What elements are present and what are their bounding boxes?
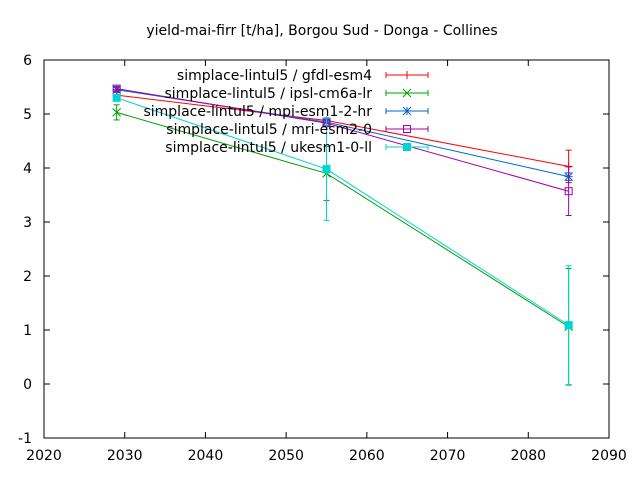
series-4-point-1-box [322,165,331,174]
series-4-point-2 [564,321,573,330]
x-tick-label-5: 2070 [430,448,466,464]
x-tick-label-2: 2040 [188,448,224,464]
y-tick-label-5: 4 [23,161,32,177]
legend-label-1: simplace-lintul5 / ipsl-cm6a-lr [165,86,373,102]
y-tick-label-2: 1 [23,323,32,339]
legend-entry-2: simplace-lintul5 / mpi-esm1-2-hr [143,104,429,120]
legend-entry-0: simplace-lintul5 / gfdl-esm4 [177,68,429,84]
y-tick-label-6: 5 [23,107,32,123]
series-1-point-0 [112,108,121,117]
x-tick-label-7: 2090 [591,448,627,464]
legend-entry-3: simplace-lintul5 / mri-esm2-0 [166,122,429,138]
series-3-point-0-box [112,84,121,93]
legend-marker-2-d2 [402,106,412,116]
legend-marker-1 [402,88,412,98]
series-4-point-0 [112,93,121,102]
series-3-point-2 [564,187,573,196]
series-layer [112,84,573,386]
legend-marker-4-box [403,143,411,151]
legend-marker-0 [403,71,411,79]
x-tick-label-4: 2060 [349,448,385,464]
plot-frame [43,59,610,439]
series-3-point-0 [112,84,121,93]
axes: 2020 2030 2040 2050 2060 2070 2080 2090 -1 0 1 2 3 4 5… [18,53,627,464]
legend-label-3: simplace-lintul5 / mri-esm2-0 [166,122,372,138]
y-tick-label-7: 6 [23,53,32,69]
legend-marker-2 [402,106,412,116]
legend-label-0: simplace-lintul5 / gfdl-esm4 [177,68,372,84]
legend: simplace-lintul5 / gfdl-esm4 simplace-lin… [143,68,429,156]
y-tick-label-4: 3 [23,215,32,231]
legend-label-2: simplace-lintul5 / mpi-esm1-2-hr [143,104,372,120]
legend-label-4: simplace-lintul5 / ukesm1-0-ll [165,140,372,156]
legend-marker-3-box [403,125,411,133]
series-4-point-1 [322,165,331,174]
legend-marker-1-d2 [402,88,412,98]
y-tick-label-0: -1 [18,431,32,447]
x-tick-label-0: 2020 [26,448,62,464]
chart-title: yield-mai-firr [t/ha], Borgou Sud - Dong… [146,23,497,39]
legend-entry-4: simplace-lintul5 / ukesm1-0-ll [165,140,429,156]
legend-entry-1: simplace-lintul5 / ipsl-cm6a-lr [165,86,429,102]
x-tick-label-3: 2050 [268,448,304,464]
x-tick-label-1: 2030 [107,448,143,464]
series-4-point-0-box [112,93,121,102]
y-tick-label-3: 2 [23,269,32,285]
legend-marker-3 [403,125,411,133]
series-4-point-2-box [564,321,573,330]
y-tick-label-1: 0 [23,377,32,393]
series-4 [112,93,573,386]
series-1-point-0-d2 [112,108,121,117]
x-tick-label-6: 2080 [510,448,546,464]
legend-marker-4 [403,143,411,151]
series-3-point-2-box [564,187,573,196]
